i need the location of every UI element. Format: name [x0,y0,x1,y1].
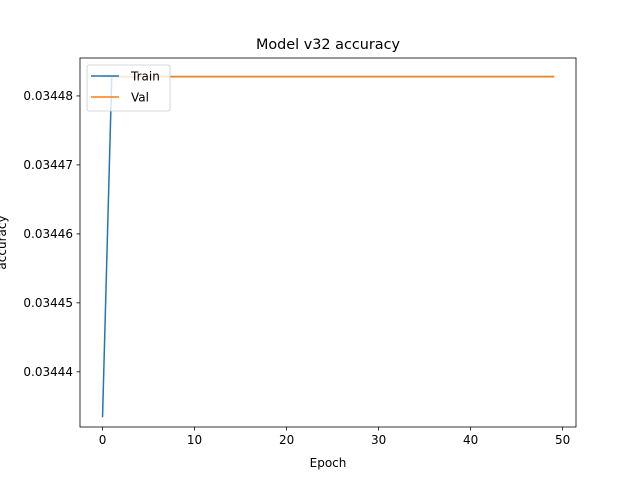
x-tick-label: 10 [187,433,202,447]
y-tick-label: 0.03446 [23,227,73,241]
series-layer [101,75,555,418]
x-tick-label: 30 [371,433,386,447]
y-tick-label: 0.03447 [23,158,73,172]
x-axis: 0 10 20 30 40 50 [99,427,570,447]
legend-label-train: Train [130,69,160,83]
x-tick-label: 40 [463,433,478,447]
y-tick-label: 0.03445 [23,296,73,310]
x-axis-label: Epoch [310,456,347,470]
legend-label-val: Val [131,90,149,104]
x-tick-label: 50 [555,433,570,447]
x-tick-label: 0 [99,433,107,447]
x-tick-label: 20 [279,433,294,447]
legend-items: Train Val [91,69,160,104]
legend: Train Val [86,64,171,112]
y-tick-label: 0.03444 [23,365,73,379]
y-axis-label: accuracy [0,215,9,269]
chart-title: Model v32 accuracy [256,37,401,53]
y-axis: 0.03444 0.03445 0.03446 0.03447 0.03448 [23,89,80,379]
plot-frame [79,57,577,428]
y-tick-label: 0.03448 [23,89,73,103]
